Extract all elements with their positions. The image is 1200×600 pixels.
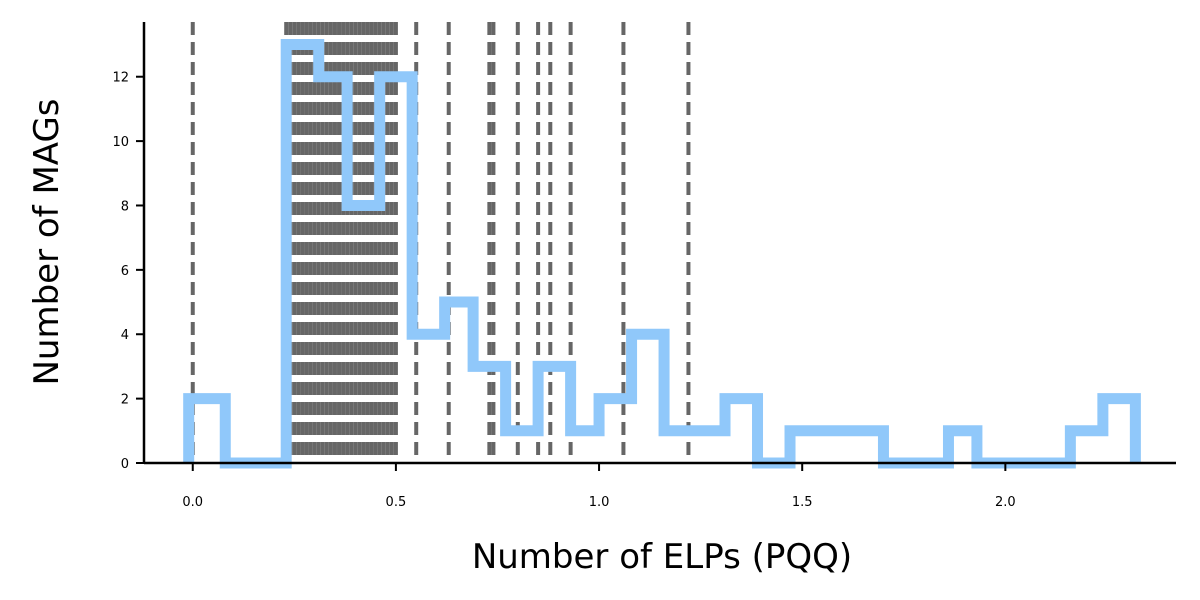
histogram-bin-4 <box>347 205 380 463</box>
y-tick-label-1: 2 <box>121 393 129 408</box>
y-tick-label-5: 10 <box>112 135 129 150</box>
x-tick-label-3: 1.5 <box>792 495 813 510</box>
histogram-bin-0 <box>189 399 226 463</box>
x-axis-label: Number of ELPs (PQQ) <box>472 537 852 577</box>
histogram-bin-7 <box>445 302 473 463</box>
histogram-bin-10 <box>538 366 571 463</box>
histogram-bin-22 <box>1103 399 1136 463</box>
histogram-bin-21 <box>1070 431 1103 463</box>
histogram-step-line <box>183 39 1141 469</box>
y-tick-label-6: 12 <box>112 71 129 86</box>
histogram-bin-12 <box>599 399 632 463</box>
histogram-bin-14 <box>664 431 725 463</box>
histogram-bin-15 <box>725 399 758 463</box>
y-axis-label: Number of MAGs <box>27 98 67 385</box>
histogram-bin-19 <box>948 431 976 463</box>
y-tick-label-2: 4 <box>121 328 129 343</box>
histogram-step-group <box>183 39 1141 469</box>
x-tick-label-4: 2.0 <box>995 495 1016 510</box>
ticks-group: 0.0 0.5 1.0 1.5 2.0 0 2 4 6 8 10 12 <box>112 71 1015 510</box>
histogram-bin-3 <box>319 77 347 463</box>
x-tick-label-2: 1.0 <box>589 495 610 510</box>
y-tick-label-0: 0 <box>121 457 129 472</box>
x-tick-label-0: 0.0 <box>182 495 203 510</box>
axes-group <box>142 22 1176 465</box>
histogram-bin-13 <box>632 334 665 463</box>
histogram-bin-9 <box>506 431 539 463</box>
x-tick-label-1: 0.5 <box>386 495 407 510</box>
histogram-bin-8 <box>473 366 506 463</box>
y-tick-label-3: 6 <box>121 264 129 279</box>
histogram-bin-2 <box>286 45 319 463</box>
histogram-bin-5 <box>380 77 413 463</box>
histogram-bin-11 <box>571 431 599 463</box>
y-tick-label-4: 8 <box>121 199 129 214</box>
histogram-bin-6 <box>412 334 445 463</box>
histogram-bin-17 <box>790 431 883 463</box>
